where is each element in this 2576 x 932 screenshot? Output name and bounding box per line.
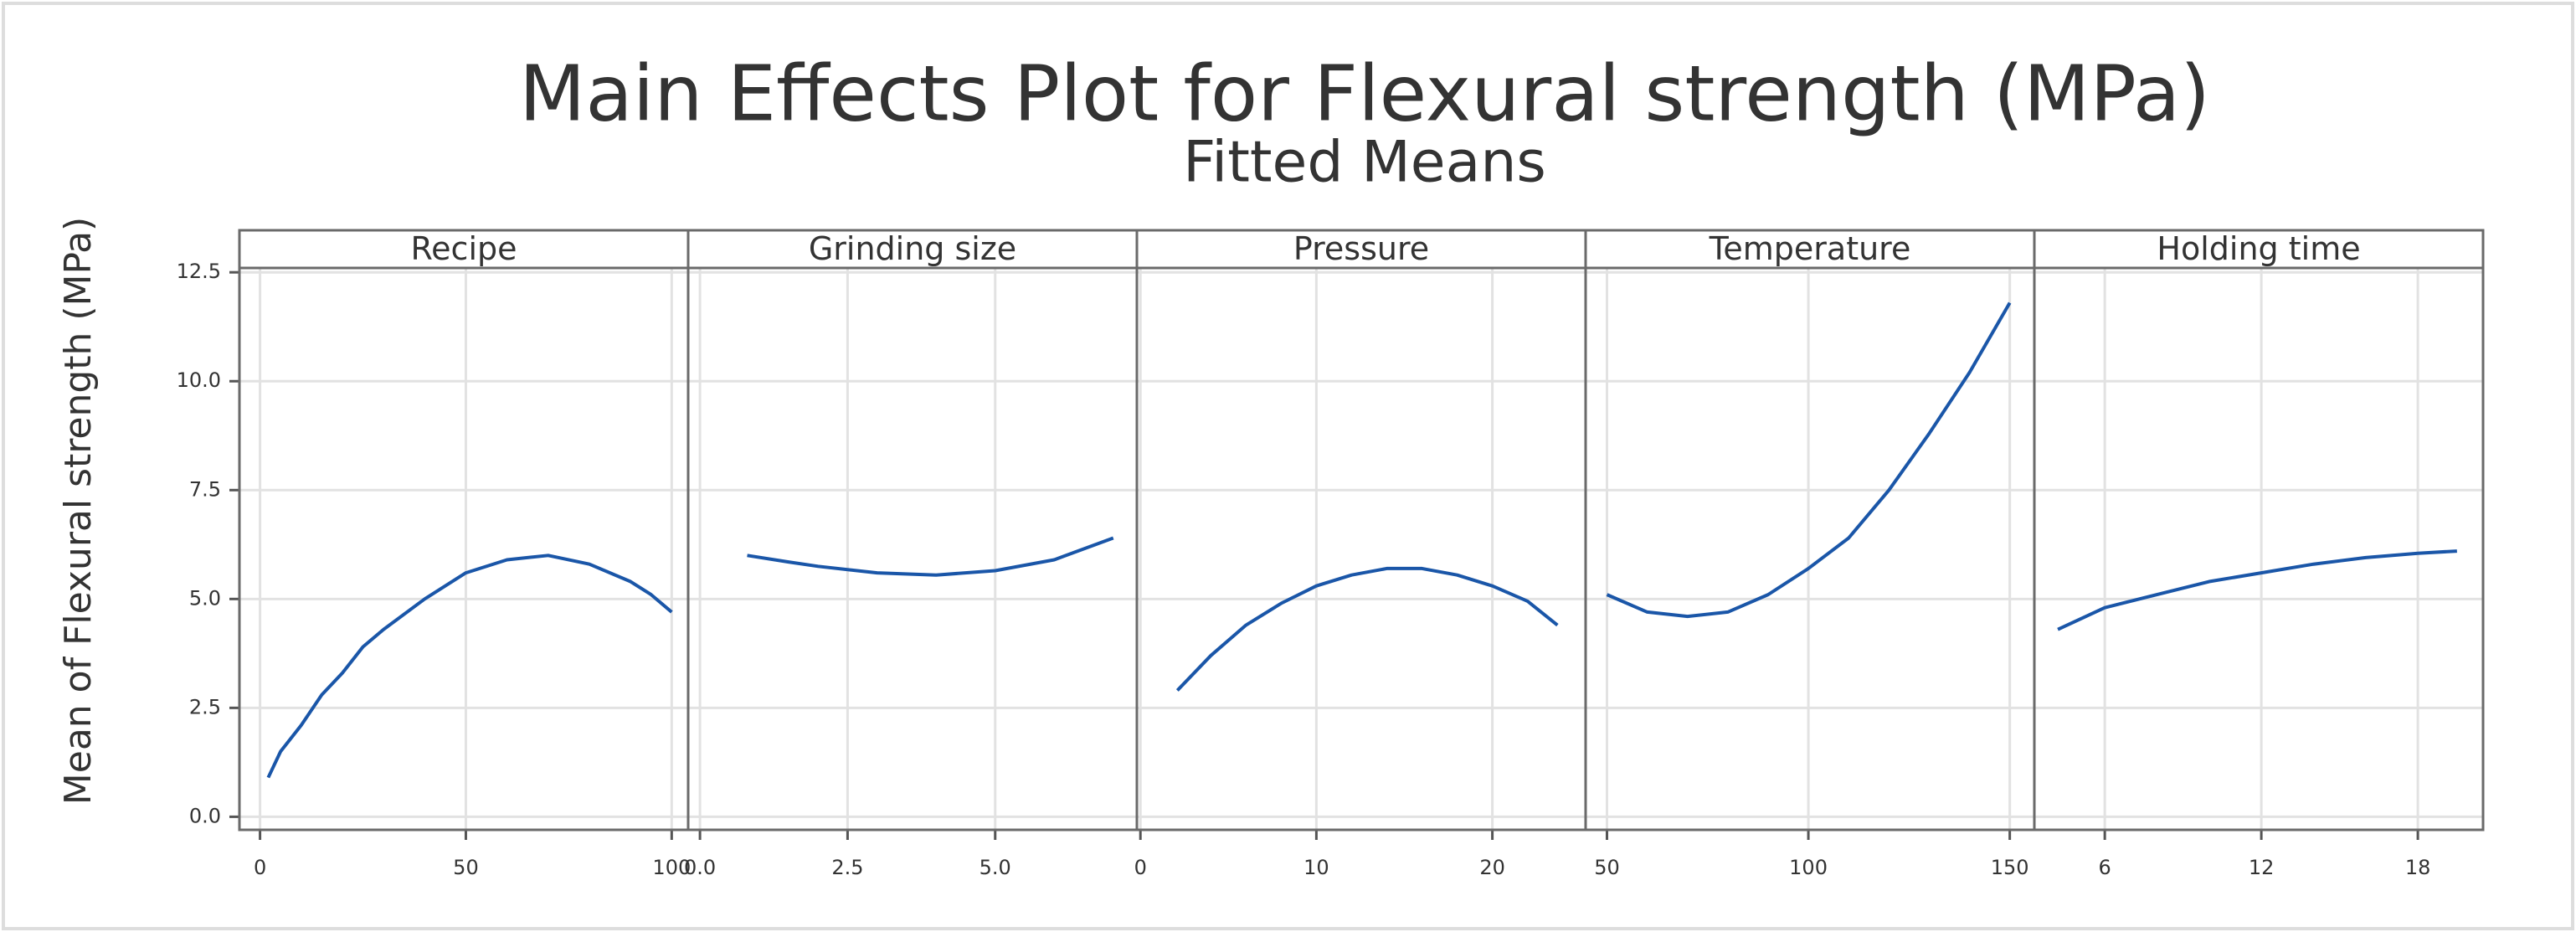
strip [2033,229,2485,270]
chart-title: Main Effects Plot for Flexural strength … [519,49,2210,138]
effect-line [1606,301,2012,619]
x-tick-label: 12 [2249,856,2275,879]
effect-line [1175,566,1559,692]
strip [1135,229,1587,270]
y-tick-label: 0.0 [189,804,221,827]
x-tick-label: 50 [1594,856,1620,879]
x-tick-label: 50 [453,856,479,879]
x-tick-label: 0.0 [684,856,716,879]
effect-line [747,536,1114,577]
effect-line [266,554,673,779]
panel-title: Pressure [1293,230,1429,267]
x-tick-label: 0 [1134,856,1147,879]
y-tick-label: 7.5 [189,477,221,501]
y-tick-label: 2.5 [189,695,221,718]
x-tick-label: 10 [1303,856,1329,879]
y-tick-label: 10.0 [177,368,221,392]
y-axis-label: Mean of Flexural strength (MPa) [57,217,100,805]
chart-subtitle: Fitted Means [1183,130,1546,196]
x-tick-label: 5.0 [979,856,1011,879]
panel-title: Grinding size [809,230,1016,267]
y-tick-label: 12.5 [177,260,221,283]
x-tick-label: 150 [1991,856,2029,879]
panel-title: Recipe [410,230,517,267]
strip [1584,229,2036,270]
x-tick-label: 6 [2098,856,2111,879]
x-tick-label: 100 [652,856,691,879]
x-tick-label: 100 [1789,856,1828,879]
panel-title: Temperature [1709,230,1911,267]
y-tick-label: 5.0 [189,586,221,610]
panel-title: Holding time [2157,230,2360,267]
x-tick-label: 18 [2405,856,2431,879]
x-tick-label: 0 [254,856,266,879]
x-tick-label: 20 [1479,856,1505,879]
effect-line [2057,549,2457,631]
panel-frame [2033,266,2485,832]
x-tick-label: 2.5 [831,856,863,879]
